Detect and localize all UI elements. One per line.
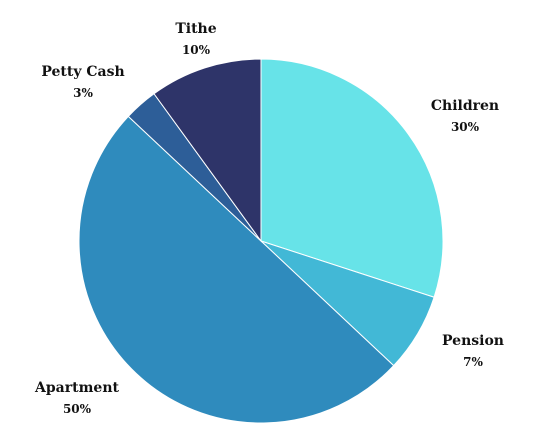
pie-slices [78, 58, 444, 424]
slice-label-petty-cash: Petty Cash [41, 64, 124, 80]
slice-percent-petty-cash: 3% [73, 86, 93, 100]
pie-labels: Children 30% Pension 7% Apartment 50% Petty Ca… [34, 21, 504, 416]
pie-slice-tithe [153, 58, 262, 243]
slice-label-children: Children [431, 98, 499, 114]
slice-percent-tithe: 10% [182, 43, 211, 57]
slice-percent-children: 30% [451, 120, 480, 134]
slice-label-pension: Pension [442, 333, 504, 349]
pie-slice-children [260, 58, 444, 298]
slice-label-apartment: Apartment [34, 380, 119, 396]
slice-label-tithe: Tithe [175, 21, 216, 37]
pie-slice-apartment [78, 115, 395, 424]
slice-percent-pension: 7% [463, 355, 483, 369]
slice-percent-apartment: 50% [63, 402, 92, 416]
